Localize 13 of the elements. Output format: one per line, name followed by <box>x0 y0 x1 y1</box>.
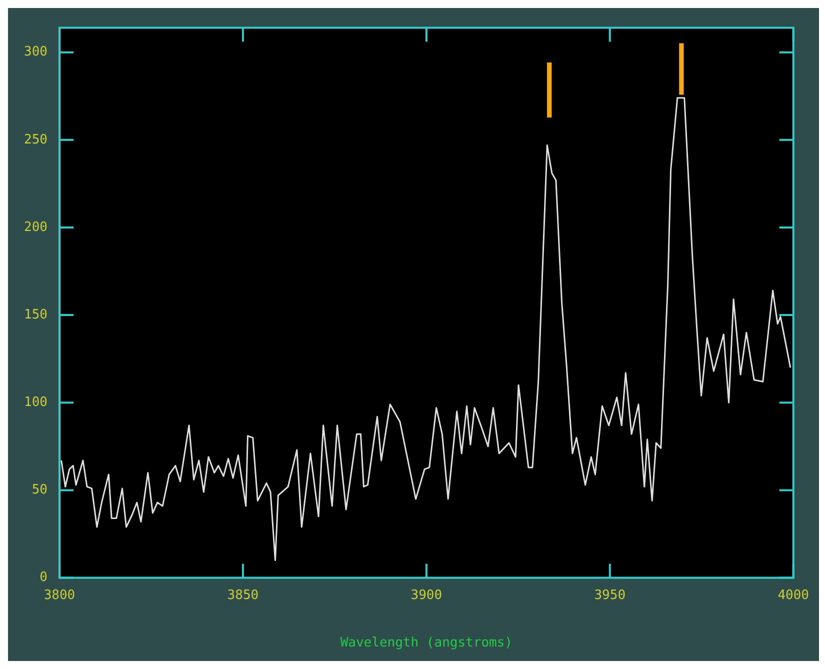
x-tick-label: 3800 <box>44 588 76 603</box>
y-tick-label: 200 <box>24 220 48 235</box>
y-tick-label: 100 <box>24 395 48 410</box>
x-tick-label: 4000 <box>778 588 810 603</box>
x-tick-label: 3850 <box>227 588 259 603</box>
x-tick-label: 3900 <box>410 588 442 603</box>
x-tick-label: 3950 <box>594 588 626 603</box>
y-tick-label: 250 <box>24 132 48 148</box>
y-tick-label: 0 <box>40 570 48 586</box>
y-tick-label: 150 <box>24 307 48 322</box>
y-tick-label: 300 <box>24 44 48 60</box>
y-tick-label: 50 <box>32 482 48 498</box>
x-axis-title: Wavelength (angstroms) <box>340 636 513 651</box>
